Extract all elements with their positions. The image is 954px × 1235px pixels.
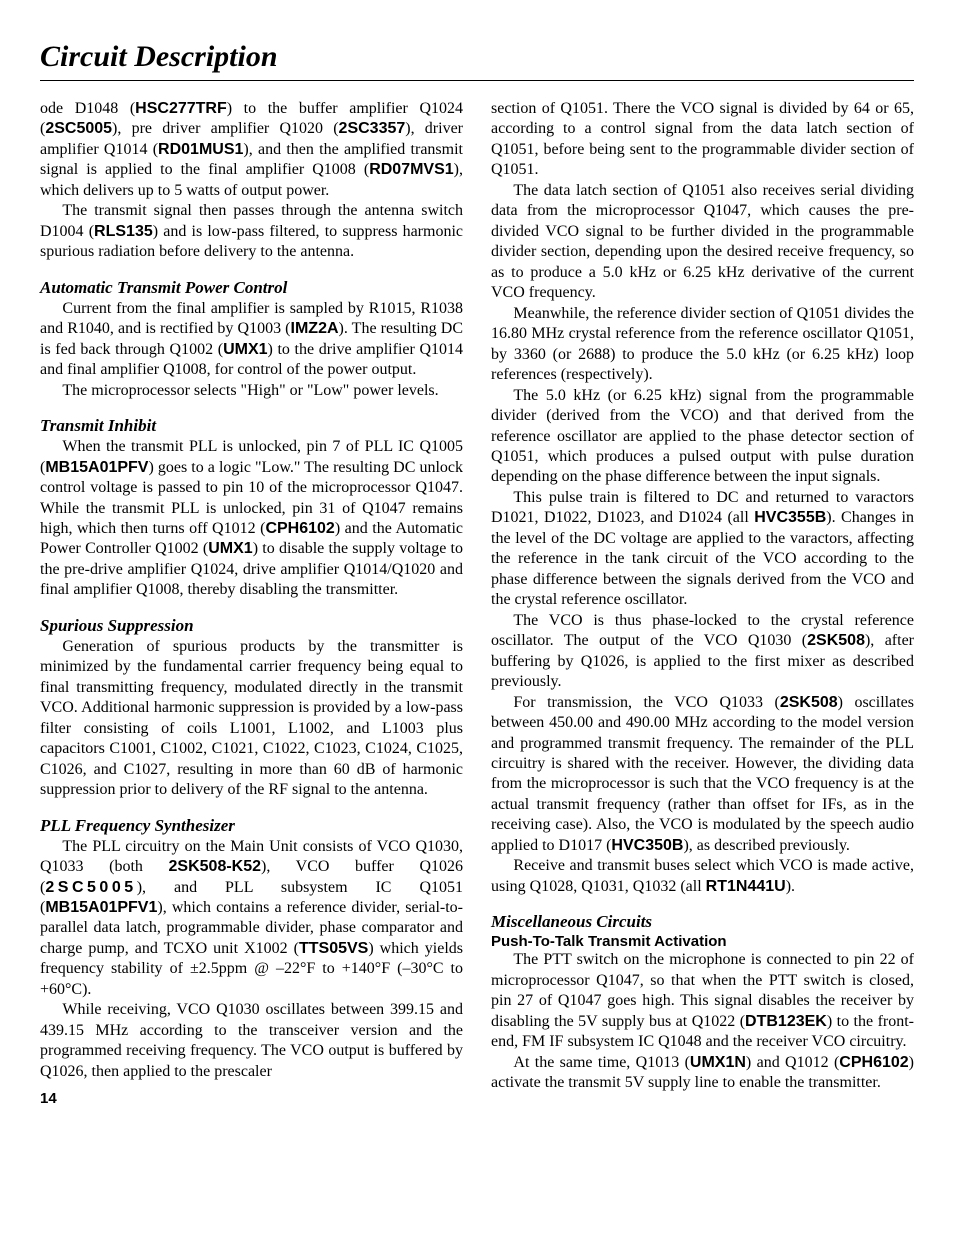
para-left-6: Generation of spurious products by the t… [40, 637, 463, 801]
para-left-8: While receiving, VCO Q1030 oscillates be… [40, 1000, 463, 1082]
para-right-10: At the same time, Q1013 (UMX1N) and Q101… [491, 1053, 914, 1094]
para-left-1: ode D1048 (HSC277TRF) to the buffer ampl… [40, 99, 463, 201]
para-right-2: The data latch section of Q1051 also rec… [491, 181, 914, 304]
para-left-5: When the transmit PLL is unlocked, pin 7… [40, 437, 463, 601]
page-number: 14 [40, 1090, 463, 1107]
two-column-layout: ode D1048 (HSC277TRF) to the buffer ampl… [40, 99, 914, 1107]
para-right-3: Meanwhile, the reference divider section… [491, 304, 914, 386]
para-right-9: The PTT switch on the microphone is conn… [491, 950, 914, 1052]
right-column: section of Q1051. There the VCO signal i… [491, 99, 914, 1107]
left-column: ode D1048 (HSC277TRF) to the buffer ampl… [40, 99, 463, 1107]
heading-misc: Miscellaneous Circuits [491, 912, 914, 932]
para-right-8: Receive and transmit buses select which … [491, 856, 914, 897]
para-right-1: section of Q1051. There the VCO signal i… [491, 99, 914, 181]
para-right-6: The VCO is thus phase-locked to the crys… [491, 611, 914, 693]
para-right-4: The 5.0 kHz (or 6.25 kHz) signal from th… [491, 386, 914, 488]
page-title: Circuit Description [40, 40, 914, 81]
heading-spurious: Spurious Suppression [40, 616, 463, 636]
heading-pll: PLL Frequency Synthesizer [40, 816, 463, 836]
para-right-7: For transmission, the VCO Q1033 (2SK508)… [491, 693, 914, 857]
heading-auto-tx-power: Automatic Transmit Power Control [40, 278, 463, 298]
para-left-2: The transmit signal then passes through … [40, 201, 463, 262]
subhead-ptt: Push-To-Talk Transmit Activation [491, 933, 914, 950]
para-left-3: Current from the final amplifier is samp… [40, 299, 463, 381]
para-right-5: This pulse train is filtered to DC and r… [491, 488, 914, 611]
para-left-4: The microprocessor selects "High" or "Lo… [40, 381, 463, 401]
para-left-7: The PLL circuitry on the Main Unit consi… [40, 837, 463, 1001]
heading-tx-inhibit: Transmit Inhibit [40, 416, 463, 436]
